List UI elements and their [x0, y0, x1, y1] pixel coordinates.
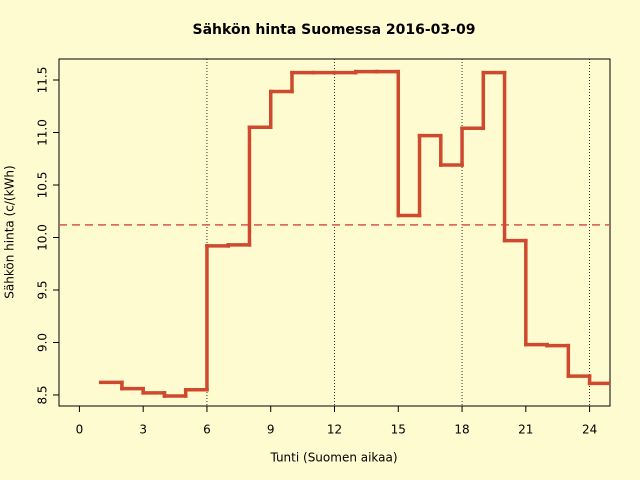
- y-tick-label: 10.0: [36, 224, 50, 251]
- x-tick-label: 15: [391, 423, 406, 437]
- chart-title: Sähkön hinta Suomessa 2016-03-09: [193, 22, 476, 38]
- x-tick-label: 12: [327, 423, 342, 437]
- x-tick-label: 18: [454, 423, 469, 437]
- x-tick-label: 3: [139, 423, 147, 437]
- x-tick-label: 0: [76, 423, 84, 437]
- series: [98, 69, 610, 398]
- y-tick-label: 9.0: [36, 333, 50, 352]
- y-tick-label: 11.5: [36, 67, 50, 94]
- y-axis-title: Sähkön hinta (c/(kWh): [3, 165, 17, 298]
- y-tick-label: 9.5: [36, 280, 50, 299]
- y-tick-label: 10.5: [36, 172, 50, 199]
- x-tick-label: 24: [582, 423, 597, 437]
- x-tick-label: 6: [203, 423, 211, 437]
- x-tick-label: 9: [267, 423, 275, 437]
- x-axis-title: Tunti (Suomen aikaa): [269, 451, 397, 465]
- x-tick-label: 21: [518, 423, 533, 437]
- y-tick-label: 11.0: [36, 119, 50, 146]
- y-tick-label: 8.5: [36, 385, 50, 404]
